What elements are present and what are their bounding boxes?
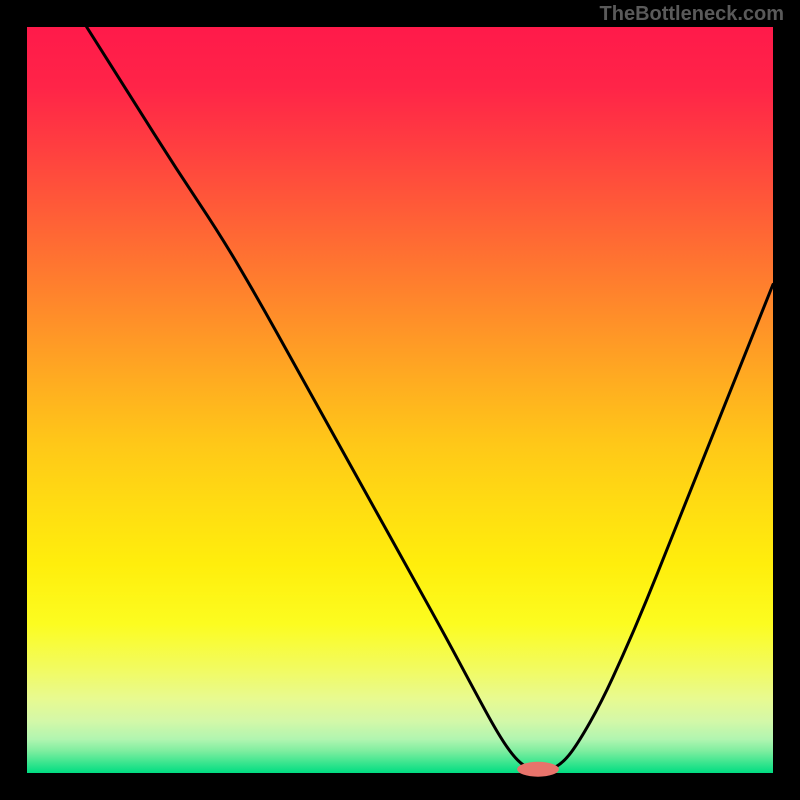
- chart-container: TheBottleneck.com: [0, 0, 800, 800]
- bottleneck-chart: [0, 0, 800, 800]
- plot-background: [27, 27, 773, 773]
- optimal-marker: [517, 762, 559, 777]
- watermark-text: TheBottleneck.com: [600, 3, 784, 26]
